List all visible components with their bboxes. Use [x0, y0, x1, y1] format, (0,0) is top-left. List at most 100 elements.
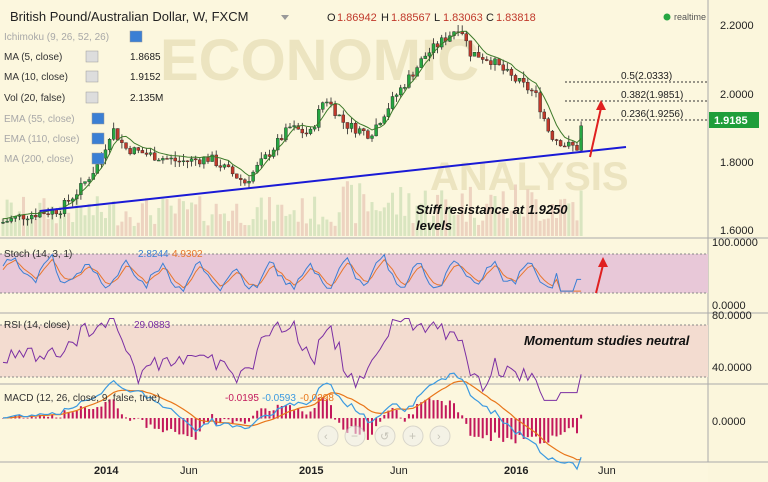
macd-hist-bar — [518, 418, 521, 435]
zoom-out-button[interactable] — [344, 425, 366, 447]
macd-hist-bar — [280, 406, 283, 419]
candle — [374, 124, 378, 137]
macd-hist-bar — [551, 418, 554, 436]
volume-bar — [329, 221, 333, 236]
settings-icon[interactable] — [91, 132, 105, 145]
macd-hist-bar — [567, 418, 570, 429]
indicator-label[interactable]: MA (5, close) — [4, 52, 62, 63]
candle — [353, 122, 358, 134]
volume-bar — [440, 190, 444, 236]
settings-icon[interactable] — [91, 112, 105, 125]
reset-button[interactable] — [374, 425, 396, 447]
volume-bar — [95, 196, 99, 236]
projection-arrow — [589, 100, 608, 294]
candle — [79, 183, 83, 195]
settings-icon[interactable] — [129, 30, 143, 43]
macd-hist-bar — [379, 418, 382, 422]
candle — [493, 58, 497, 65]
volume-bar — [317, 224, 321, 236]
macd-hist-bar — [231, 418, 234, 424]
volume-bar — [5, 199, 9, 236]
candle — [321, 102, 325, 110]
ohlc-readout: O 1.86942 H 1.88567 L 1.83063 C 1.83818 — [327, 12, 536, 24]
price-tick: 1.8000 — [720, 157, 754, 169]
candle — [136, 147, 141, 151]
volume-bar — [309, 218, 312, 236]
settings-icon[interactable] — [85, 70, 99, 83]
settings-icon[interactable] — [91, 152, 105, 165]
volume-bar — [157, 207, 161, 236]
macd-hist-bar — [375, 418, 378, 427]
volume-bar — [104, 218, 107, 236]
volume-bar — [54, 223, 58, 236]
candle — [181, 160, 186, 163]
candle — [5, 221, 9, 223]
candle — [476, 52, 481, 58]
title-chevron-icon[interactable] — [281, 15, 289, 20]
candle — [325, 101, 329, 104]
macd-hist-bar — [47, 416, 50, 419]
candle — [501, 64, 505, 71]
scroll-left-button[interactable] — [317, 425, 339, 447]
volume-bar — [382, 207, 386, 236]
volume-bar — [546, 218, 550, 236]
macd-hist-bar — [412, 414, 414, 419]
candle — [575, 145, 579, 151]
price-axis[interactable]: 2.2000 2.0000 1.8000 1.6000 1.9185 100.0… — [709, 20, 759, 428]
candle — [558, 140, 563, 147]
macd-hist-bar — [211, 414, 214, 419]
volume-bar — [378, 211, 382, 236]
time-axis[interactable]: 2014 Jun 2015 Jun 2016 Jun — [94, 465, 616, 477]
candle — [157, 159, 161, 162]
macd-hist-bar — [79, 406, 82, 419]
time-tick: 2016 — [504, 465, 528, 477]
volume-bar — [50, 206, 54, 236]
settings-icon[interactable] — [85, 50, 99, 63]
support-trendline[interactable] — [39, 146, 627, 212]
macd-hist-bar — [403, 418, 406, 422]
volume-bar — [222, 213, 226, 236]
indicator-label[interactable]: Vol (20, false) — [4, 93, 65, 104]
volume-bar — [423, 190, 427, 236]
candle — [386, 108, 391, 118]
macd-hist-bar — [498, 418, 501, 438]
volume-bar — [542, 219, 546, 236]
macd-hist-bar — [448, 400, 451, 419]
volume-bar — [99, 211, 103, 236]
volume-bar — [218, 214, 222, 236]
volume-bar — [473, 217, 476, 236]
indicator-label[interactable]: MA (10, close) — [4, 72, 68, 83]
macd-hist-bar — [186, 418, 189, 437]
settings-icon[interactable] — [85, 91, 99, 104]
scroll-right-button[interactable] — [429, 425, 451, 447]
chart-background — [0, 0, 708, 482]
volume-bar — [522, 216, 526, 236]
candle — [485, 59, 489, 61]
macd-hist-bar — [223, 418, 226, 420]
volume-bar — [247, 225, 251, 236]
volume-bar — [71, 222, 75, 236]
zoom-in-button[interactable] — [402, 425, 424, 447]
indicator-label[interactable]: Ichimoku (9, 26, 52, 26) — [4, 32, 109, 43]
candle — [111, 128, 116, 140]
candle — [218, 165, 223, 168]
macd-hist-bar — [366, 418, 369, 440]
macd-hist-bar — [55, 417, 58, 419]
candle — [505, 68, 509, 71]
macd-hist-bar — [166, 418, 168, 431]
candle — [554, 139, 559, 141]
volume-bar — [514, 184, 517, 236]
volume-bar — [321, 216, 325, 236]
candle — [189, 158, 194, 162]
volume-bar — [366, 211, 370, 236]
indicator-label[interactable]: EMA (110, close) — [4, 134, 79, 145]
realtime-status: realtime — [674, 12, 706, 22]
indicator-label[interactable]: EMA (55, close) — [4, 114, 75, 125]
rsi-band — [0, 325, 708, 377]
time-tick: Jun — [390, 465, 408, 477]
macd-hist-bar — [178, 418, 181, 435]
indicator-label[interactable]: MA (200, close) — [4, 154, 73, 165]
volume-bar — [194, 204, 198, 236]
